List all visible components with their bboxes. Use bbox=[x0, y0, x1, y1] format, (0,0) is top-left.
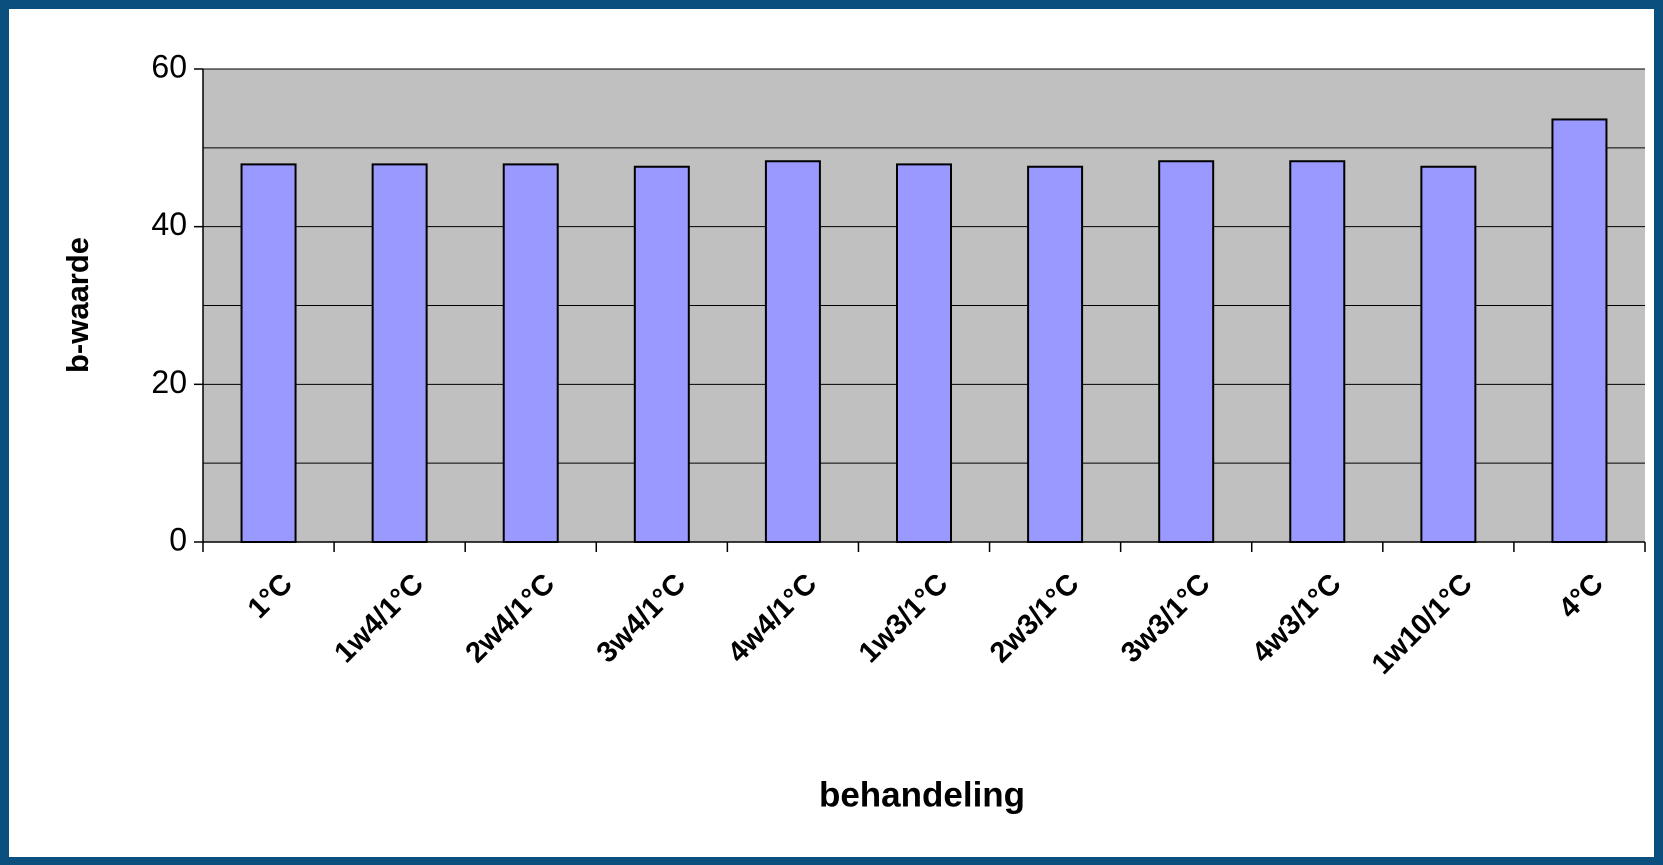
bar bbox=[1289, 160, 1346, 544]
y-tick-label: 20 bbox=[151, 364, 187, 400]
y-axis-title: b-waarde bbox=[60, 237, 95, 373]
bar bbox=[371, 163, 428, 543]
x-axis-title: behandeling bbox=[819, 775, 1025, 814]
bar bbox=[633, 165, 690, 543]
bar bbox=[1027, 165, 1084, 543]
y-tick-label: 40 bbox=[151, 206, 187, 242]
bar bbox=[240, 163, 297, 543]
bar bbox=[896, 163, 952, 543]
y-tick-label: 0 bbox=[169, 521, 187, 557]
bar bbox=[1158, 160, 1215, 544]
bar bbox=[764, 160, 821, 544]
bar bbox=[1551, 118, 1608, 543]
bar bbox=[1420, 165, 1477, 543]
bar bbox=[502, 163, 559, 543]
y-tick-label: 60 bbox=[151, 48, 187, 84]
